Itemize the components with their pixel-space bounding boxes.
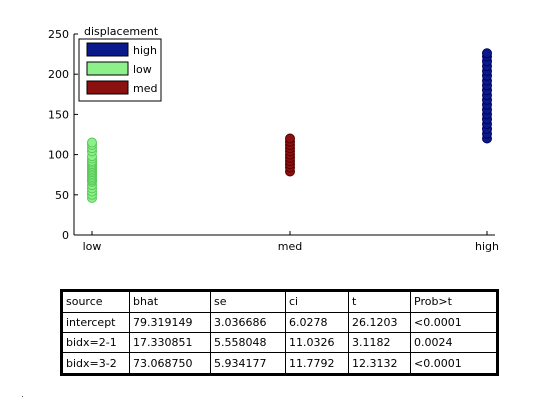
legend: displacement high low med [78,25,162,102]
table-cell: <0.0001 [410,352,498,375]
y-tick-label: 0 [62,229,69,242]
table-cell: 11.7792 [285,352,349,375]
header-prob: Prob>t [410,290,498,313]
table-cell: 26.1203 [348,311,411,333]
regression-table: source bhat se ci t Prob>t intercept 79.… [60,289,499,376]
legend-label-low: low [133,63,152,76]
header-bhat: bhat [129,290,211,313]
y-tick-label: 250 [48,28,69,41]
table-cell: <0.0001 [410,311,498,333]
table-cell: bidx=2-1 [61,331,130,354]
table-cell: 5.558048 [210,331,286,354]
legend-label-med: med [133,82,157,95]
x-tick-label: med [278,240,302,253]
table-row: bidx=2-1 17.330851 5.558048 11.0326 3.11… [61,331,498,354]
data-point-med [285,133,295,144]
axes-frame: 0 50 100 150 200 250 low med high [48,28,499,253]
y-tick-label: 150 [48,108,69,121]
table-cell: intercept [61,311,130,333]
legend-swatch-high [86,42,129,57]
header-source: source [61,290,130,313]
table-cell: 11.0326 [285,331,349,354]
table-cell: 17.330851 [129,331,211,354]
table-row: intercept 79.319149 3.036686 6.0278 26.1… [61,311,498,333]
table-cell: 3.036686 [210,311,286,333]
table-cell: 0.0024 [410,331,498,354]
header-t: t [348,290,411,313]
y-tick-label: 50 [55,189,69,202]
table-header-row: source bhat se ci t Prob>t [61,290,498,313]
table-cell: bidx=3-2 [61,352,130,375]
legend-swatch-med [86,80,129,95]
table-cell: 12.3132 [348,352,411,375]
table-cell: 79.319149 [129,311,211,333]
data-points [87,48,492,204]
y-tick-label: 100 [48,149,69,162]
table-cell: 3.1182 [348,331,411,354]
header-se: se [210,290,286,313]
scatter-plot: 0 50 100 150 200 250 low med high displacement hi… [48,25,499,253]
table-cell: 73.068750 [129,352,211,375]
legend-swatch-low [86,61,129,76]
table-row: bidx=3-2 73.068750 5.934177 11.7792 12.3… [61,352,498,375]
table-cell: 6.0278 [285,311,349,333]
header-ci: ci [285,290,349,313]
stray-dot [22,396,23,397]
y-tick-label: 200 [48,68,69,81]
legend-label-high: high [133,44,157,57]
legend-title: displacement [84,25,159,38]
x-tick-label: low [83,240,102,253]
data-point-high [482,48,492,59]
table-cell: 5.934177 [210,352,286,375]
x-tick-label: high [475,240,499,253]
data-point-low [87,137,97,148]
